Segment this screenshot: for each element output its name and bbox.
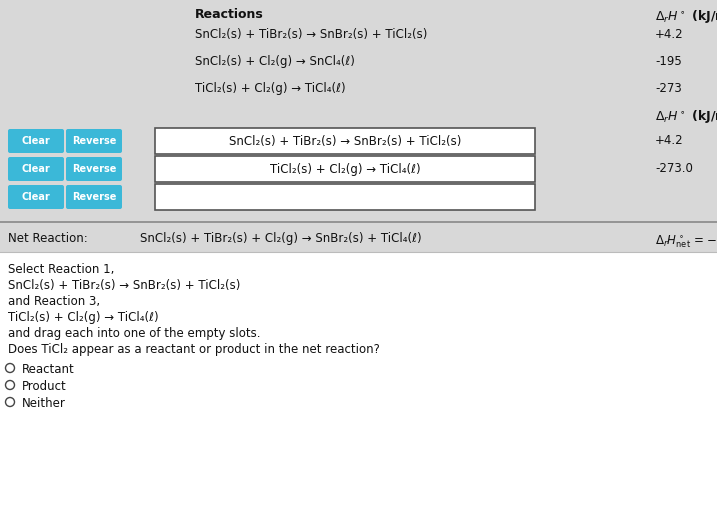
- Text: TiCl₂(s) + Cl₂(g) → TiCl₄(ℓ): TiCl₂(s) + Cl₂(g) → TiCl₄(ℓ): [195, 82, 346, 95]
- Text: TiCl₂(s) + Cl₂(g) → TiCl₄(ℓ): TiCl₂(s) + Cl₂(g) → TiCl₄(ℓ): [270, 163, 420, 175]
- FancyBboxPatch shape: [8, 129, 64, 153]
- Text: Reverse: Reverse: [72, 192, 116, 202]
- Text: Product: Product: [22, 380, 67, 393]
- Text: -273: -273: [655, 82, 682, 95]
- Bar: [0, 0, 717, 252]
- Text: Clear: Clear: [22, 164, 50, 174]
- Bar: [155, 184, 535, 210]
- Text: Does TiCl₂ appear as a reactant or product in the net reaction?: Does TiCl₂ appear as a reactant or produ…: [8, 343, 380, 356]
- FancyBboxPatch shape: [66, 129, 122, 153]
- Text: SnCl₂(s) + TiBr₂(s) → SnBr₂(s) + TiCl₂(s): SnCl₂(s) + TiBr₂(s) → SnBr₂(s) + TiCl₂(s…: [8, 279, 240, 292]
- Text: Reverse: Reverse: [72, 136, 116, 146]
- Text: $\Delta_r H^\circ$ (kJ/mol): $\Delta_r H^\circ$ (kJ/mol): [655, 8, 717, 25]
- Text: Net Reaction:: Net Reaction:: [8, 232, 87, 245]
- Text: $\Delta_r H^\circ$ (kJ/mol): $\Delta_r H^\circ$ (kJ/mol): [655, 108, 717, 125]
- Text: TiCl₂(s) + Cl₂(g) → TiCl₄(ℓ): TiCl₂(s) + Cl₂(g) → TiCl₄(ℓ): [8, 311, 158, 324]
- Text: SnCl₂(s) + Cl₂(g) → SnCl₄(ℓ): SnCl₂(s) + Cl₂(g) → SnCl₄(ℓ): [195, 55, 355, 68]
- Text: and Reaction 3,: and Reaction 3,: [8, 295, 100, 308]
- Text: SnCl₂(s) + TiBr₂(s) → SnBr₂(s) + TiCl₂(s): SnCl₂(s) + TiBr₂(s) → SnBr₂(s) + TiCl₂(s…: [229, 134, 461, 148]
- Text: Neither: Neither: [22, 397, 66, 410]
- Text: $\Delta_r H^\circ_{\rm net}$ = −268.8 kJ/mol: $\Delta_r H^\circ_{\rm net}$ = −268.8 kJ…: [655, 232, 717, 249]
- Text: Select Reaction 1,: Select Reaction 1,: [8, 263, 115, 276]
- FancyBboxPatch shape: [66, 185, 122, 209]
- Text: Clear: Clear: [22, 192, 50, 202]
- FancyBboxPatch shape: [66, 157, 122, 181]
- Bar: [155, 128, 535, 154]
- Text: SnCl₂(s) + TiBr₂(s) + Cl₂(g) → SnBr₂(s) + TiCl₄(ℓ): SnCl₂(s) + TiBr₂(s) + Cl₂(g) → SnBr₂(s) …: [140, 232, 422, 245]
- Text: -195: -195: [655, 55, 682, 68]
- Bar: [0, 252, 717, 507]
- Text: Reverse: Reverse: [72, 164, 116, 174]
- Text: SnCl₂(s) + TiBr₂(s) → SnBr₂(s) + TiCl₂(s): SnCl₂(s) + TiBr₂(s) → SnBr₂(s) + TiCl₂(s…: [195, 28, 427, 41]
- FancyBboxPatch shape: [8, 185, 64, 209]
- Text: +4.2: +4.2: [655, 28, 683, 41]
- Text: and drag each into one of the empty slots.: and drag each into one of the empty slot…: [8, 327, 260, 340]
- Text: Reactant: Reactant: [22, 363, 75, 376]
- Text: +4.2: +4.2: [655, 134, 683, 148]
- Bar: [155, 156, 535, 182]
- Text: Clear: Clear: [22, 136, 50, 146]
- Text: -273.0: -273.0: [655, 163, 693, 175]
- Text: Reactions: Reactions: [195, 8, 264, 21]
- FancyBboxPatch shape: [8, 157, 64, 181]
